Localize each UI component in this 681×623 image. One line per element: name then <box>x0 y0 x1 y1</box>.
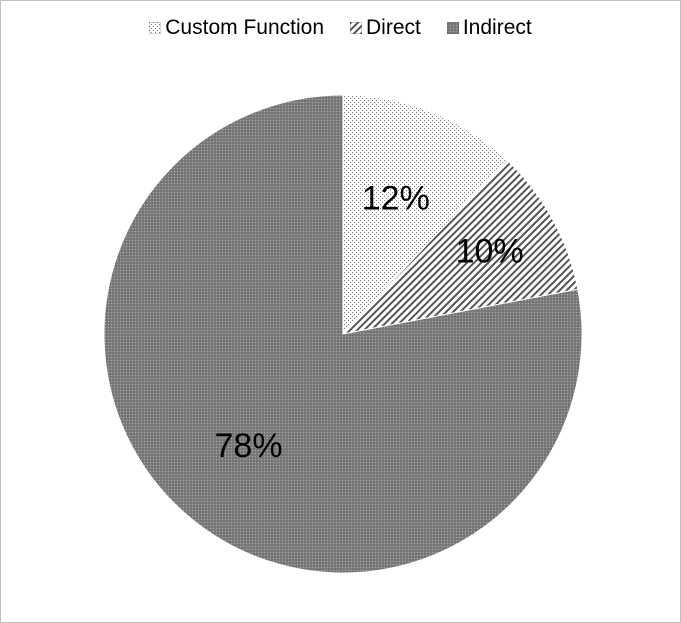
legend-swatch-indirect <box>446 22 459 34</box>
data-label-indirect: 78% <box>215 427 283 465</box>
legend-item-indirect: Indirect <box>446 16 532 40</box>
data-label-custom-function: 12% <box>362 180 430 218</box>
pie-slice-direct <box>341 159 579 335</box>
pie-slice-indirect <box>103 94 583 574</box>
data-label-direct: 10% <box>456 232 524 270</box>
legend-label-indirect: Indirect <box>462 16 532 39</box>
chart-legend: Custom Function Direct Indirect <box>0 16 681 40</box>
legend-item-direct: Direct <box>350 16 421 40</box>
legend-item-custom-function: Custom Function <box>149 16 324 40</box>
legend-swatch-custom-function <box>149 22 162 34</box>
legend-swatch-direct <box>350 22 362 34</box>
pie-slice-custom-function <box>342 94 508 336</box>
legend-label-direct: Direct <box>366 16 421 39</box>
legend-label-custom-function: Custom Function <box>165 16 324 39</box>
